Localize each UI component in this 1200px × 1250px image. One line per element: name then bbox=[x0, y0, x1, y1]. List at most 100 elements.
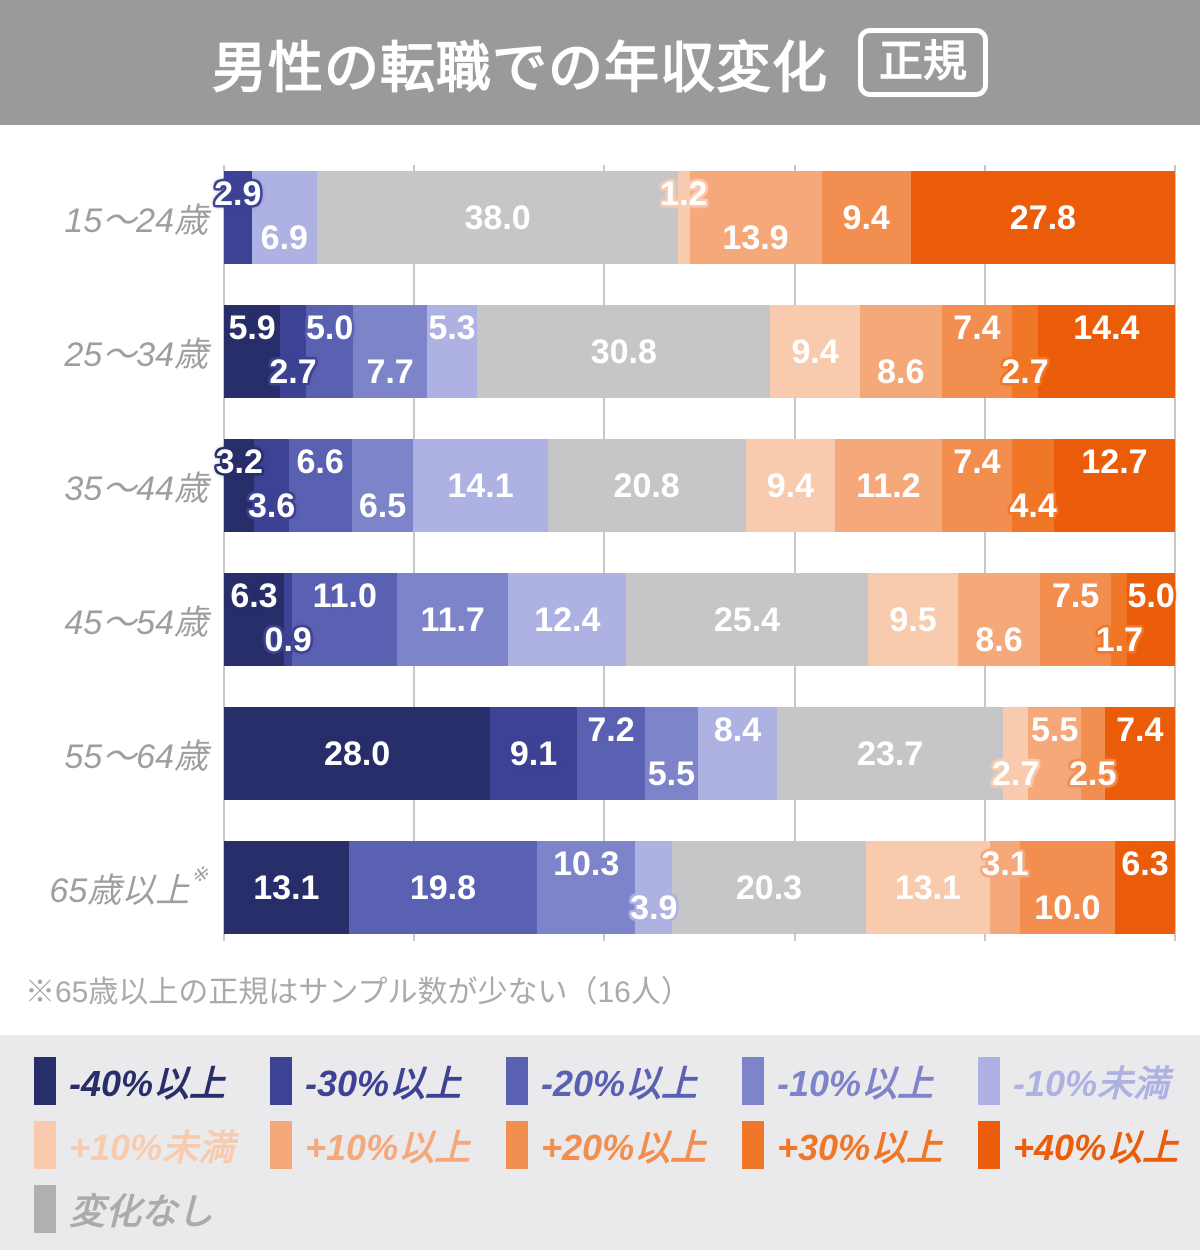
segment-m10u: 14.1 bbox=[413, 439, 548, 532]
segment-m10: 11.7 bbox=[397, 573, 509, 666]
legend-item-p20: +20%以上 bbox=[506, 1119, 742, 1171]
segment-nochange: 38.0 bbox=[317, 171, 679, 264]
bar-track: 5.9 2.7 5.0 7.7 5.3 30.8 9.4 8.6 7.4 2.7 14.4 bbox=[224, 305, 1175, 398]
segment-value-label: 8.6 bbox=[975, 621, 1023, 659]
segment-p10: 5.5 bbox=[1028, 707, 1081, 800]
segment-m30: 2.9 bbox=[214, 171, 261, 264]
segment-value-label: 19.8 bbox=[409, 868, 477, 907]
segment-m30: 0.9 bbox=[265, 573, 312, 666]
legend-label: +10%未満 bbox=[69, 1127, 235, 1168]
legend-swatch bbox=[978, 1057, 1000, 1105]
legend-label: +10%以上 bbox=[305, 1127, 471, 1168]
gridline bbox=[793, 165, 796, 941]
segment-m20: 5.0 bbox=[305, 305, 354, 398]
segment-p10u: 9.5 bbox=[867, 573, 959, 666]
segment-value-label: 9.4 bbox=[842, 198, 890, 237]
segment-p30: 2.7 bbox=[1001, 305, 1049, 398]
legend-swatch bbox=[742, 1121, 764, 1169]
segment-value-label: 20.8 bbox=[613, 466, 680, 505]
gridline bbox=[223, 165, 225, 941]
segment-m30: 2.7 bbox=[269, 305, 317, 398]
legend-swatch bbox=[34, 1121, 56, 1169]
segment-nochange: 20.3 bbox=[672, 841, 866, 934]
gridline bbox=[603, 165, 606, 941]
legend-label: -10%未満 bbox=[1013, 1063, 1170, 1104]
segment-value-label: 27.8 bbox=[1009, 198, 1076, 237]
age-group-label: 65歳以上 ※ bbox=[49, 863, 208, 911]
segment-value-label: 11.7 bbox=[420, 600, 485, 639]
segment-m40: 6.3 bbox=[224, 573, 284, 666]
bar-row: 65歳以上 ※ 13.1 19.8 10.3 3.9 20.3 13.1 3.1 10.0 6.3 bbox=[0, 841, 1175, 934]
segment-value-label: 28.0 bbox=[324, 734, 391, 773]
segment-p10u: 9.4 bbox=[770, 305, 860, 398]
legend-label: -30%以上 bbox=[305, 1063, 462, 1104]
legend-item-m10u: -10%未満 bbox=[978, 1055, 1200, 1107]
segment-value-label: 5.9 bbox=[228, 309, 276, 347]
segment-p40: 12.7 bbox=[1054, 439, 1175, 532]
legend-item-p40: +40%以上 bbox=[978, 1119, 1200, 1171]
segment-value-label: 11.0 bbox=[312, 577, 377, 615]
bar-track: 2.9 6.9 38.0 1.2 13.9 9.4 27.8 bbox=[214, 171, 1175, 264]
segment-m10: 5.5 bbox=[645, 707, 698, 800]
segment-value-label: 1.7 bbox=[1095, 621, 1143, 659]
segment-value-label: 6.3 bbox=[230, 577, 278, 615]
segment-p10: 11.2 bbox=[835, 439, 942, 532]
segment-p10: 8.6 bbox=[859, 305, 942, 398]
legend-label: +30%以上 bbox=[777, 1127, 943, 1168]
segment-value-label: 7.4 bbox=[953, 443, 1001, 481]
bar-row: 25〜34歳 5.9 2.7 5.0 7.7 5.3 30.8 9.4 8.6 7.4 2.7 14.… bbox=[0, 305, 1175, 398]
footnote: ※65歳以上の正規はサンプル数が少ない（16人） bbox=[25, 976, 691, 1009]
segment-m10u: 8.4 bbox=[697, 707, 778, 800]
segment-value-label: 3.9 bbox=[630, 889, 678, 927]
legend-item-m30: -30%以上 bbox=[270, 1055, 506, 1107]
segment-value-label: 11.2 bbox=[856, 466, 921, 505]
segment-m20: 11.0 bbox=[292, 573, 398, 666]
segment-value-label: 23.7 bbox=[857, 734, 924, 773]
legend-swatch bbox=[34, 1185, 56, 1233]
bar-row: 15〜24歳 2.9 6.9 38.0 1.2 13.9 9.4 27.8 bbox=[0, 171, 1175, 264]
gridline bbox=[413, 165, 416, 941]
segment-value-label: 12.4 bbox=[534, 600, 601, 639]
legend-label: +40%以上 bbox=[1013, 1127, 1179, 1168]
legend-label: 変化なし bbox=[69, 1191, 214, 1232]
segment-value-label: 5.3 bbox=[428, 309, 476, 347]
segment-m10: 7.7 bbox=[353, 305, 427, 398]
segment-m40: 13.1 bbox=[224, 841, 349, 934]
segment-value-label: 6.3 bbox=[1121, 845, 1169, 883]
segment-m30: 9.1 bbox=[490, 707, 577, 800]
segment-p20: 2.5 bbox=[1069, 707, 1116, 800]
legend-label: -40%以上 bbox=[69, 1063, 226, 1104]
segment-value-label: 13.9 bbox=[722, 219, 789, 257]
segment-value-label: 2.7 bbox=[992, 755, 1040, 793]
segment-m20: 19.8 bbox=[348, 841, 538, 934]
legend-item-p30: +30%以上 bbox=[742, 1119, 978, 1171]
segment-value-label: 7.7 bbox=[366, 353, 414, 391]
segment-value-label: 10.0 bbox=[1034, 889, 1101, 927]
segment-m10: 10.3 bbox=[537, 841, 636, 934]
segment-value-label: 7.4 bbox=[953, 309, 1001, 347]
segment-nochange: 30.8 bbox=[477, 305, 771, 398]
legend-item-p10: +10%以上 bbox=[270, 1119, 506, 1171]
employment-type-badge: 正規 bbox=[858, 28, 988, 97]
segment-p10u: 13.1 bbox=[865, 841, 991, 934]
segment-m10u: 6.9 bbox=[251, 171, 318, 264]
segment-value-label: 6.9 bbox=[260, 219, 308, 257]
segment-p10: 13.9 bbox=[689, 171, 822, 264]
segment-p20: 7.4 bbox=[941, 305, 1013, 398]
legend-swatch bbox=[978, 1121, 1000, 1169]
segment-value-label: 5.5 bbox=[1030, 711, 1079, 749]
legend-row: +10%未満 +10%以上 +20%以上 +30%以上 +40%以上 bbox=[34, 1119, 1200, 1171]
segment-value-label: 9.5 bbox=[889, 600, 937, 639]
segment-value-label: 5.5 bbox=[647, 755, 696, 793]
segment-value-label: 2.7 bbox=[269, 353, 317, 391]
segment-value-label: 6.6 bbox=[296, 443, 344, 481]
bar-track: 6.3 0.9 11.0 11.7 12.4 25.4 9.5 8.6 7.5 1.7 5.0 bbox=[224, 573, 1175, 666]
segment-p10u: 1.2 bbox=[660, 171, 707, 264]
segment-nochange: 25.4 bbox=[626, 573, 868, 666]
segment-value-label: 9.1 bbox=[509, 734, 558, 773]
segment-value-label: 3.2 bbox=[215, 443, 263, 481]
segment-p30: 4.4 bbox=[1009, 439, 1057, 532]
segment-nochange: 23.7 bbox=[777, 707, 1003, 800]
segment-value-label: 3.6 bbox=[247, 487, 296, 525]
bar-row: 55〜64歳 28.0 9.1 7.2 5.5 8.4 23.7 2.7 5.5 2.5 7.4 bbox=[0, 707, 1175, 800]
